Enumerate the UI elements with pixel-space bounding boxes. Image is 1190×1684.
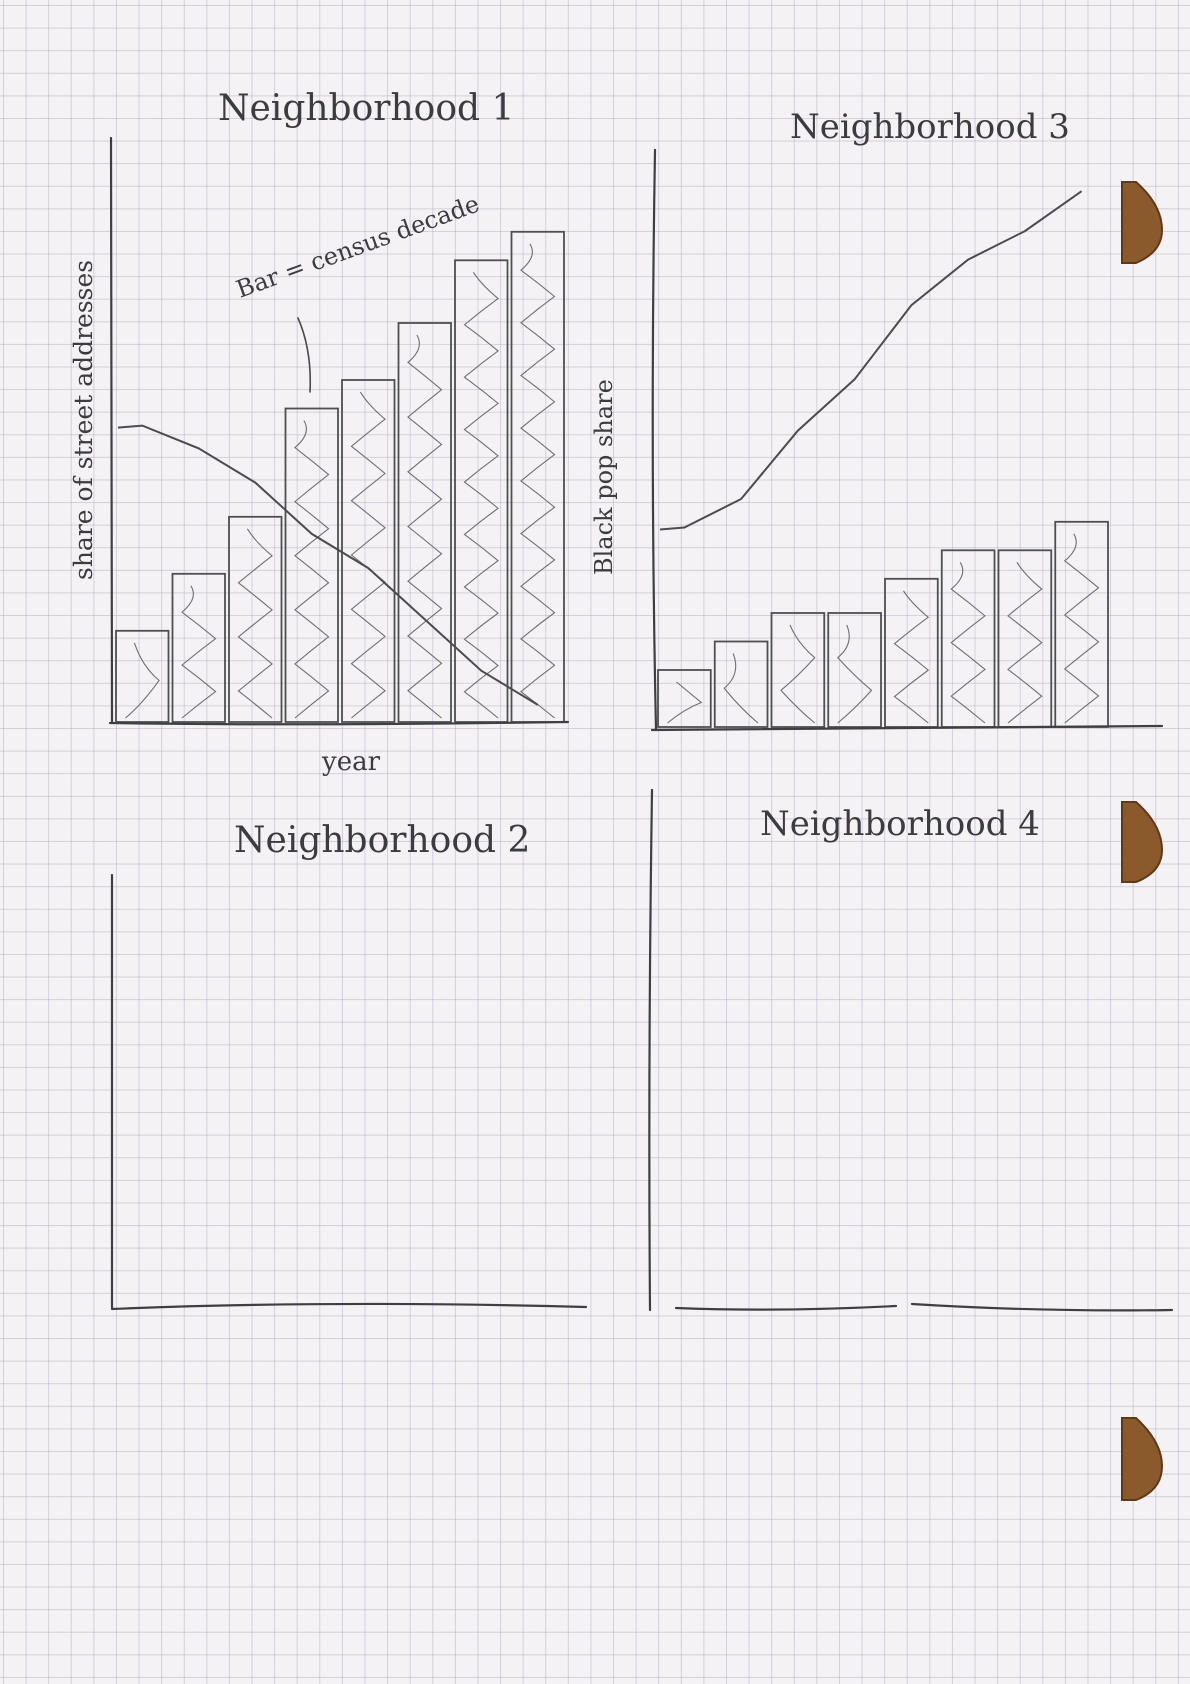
chart-title: Neighborhood 4 [760, 804, 1040, 844]
bar-hatch [723, 653, 759, 724]
bar-hatch [1007, 562, 1043, 724]
chart-neighborhood-3: Neighborhood 3 [650, 107, 1164, 732]
secondary-axis-label: Black pop share [590, 379, 618, 575]
y-axis-label: share of street addresses [69, 260, 98, 580]
bar-hatch [294, 420, 330, 719]
binder-tab-icon [1121, 1417, 1164, 1501]
x-axis [650, 724, 1164, 732]
y-axis [651, 148, 658, 732]
annotation-leader [297, 317, 312, 393]
bar-group [657, 520, 1109, 728]
bar [713, 640, 769, 728]
bar-hatch [1063, 533, 1100, 724]
x-axis [108, 720, 570, 726]
x-axis-label: year [321, 747, 381, 777]
binder-tab-icon [1121, 801, 1164, 883]
bar [284, 407, 339, 723]
x-axis [674, 1304, 898, 1311]
bar-hatch [950, 562, 986, 724]
bar-hatch [667, 681, 703, 724]
bar [510, 230, 565, 723]
bar [884, 577, 939, 728]
chart-neighborhood-4: Neighborhood 4 [648, 788, 1174, 1312]
chart-title: Neighborhood 3 [790, 107, 1070, 147]
bar-hatch [125, 642, 160, 719]
chart-neighborhood-2: Neighborhood 2 [110, 820, 588, 1311]
bar [171, 572, 226, 723]
bar-hatch [237, 528, 273, 719]
bar [827, 612, 882, 728]
bar [341, 379, 396, 723]
bar [770, 612, 826, 728]
bar-hatch [780, 624, 816, 724]
bar-hatch [463, 272, 499, 719]
bar [1054, 520, 1109, 728]
bar-hatch [407, 334, 443, 719]
y-axis [648, 788, 654, 1312]
bar-hatch [520, 243, 556, 719]
bar-group [115, 230, 565, 723]
series-line [117, 424, 539, 706]
chart-neighborhood-1: Neighborhood 1 share of street addresses… [69, 88, 618, 777]
chart-title: Neighborhood 1 [218, 88, 514, 129]
y-axis [109, 136, 114, 724]
bar-hatch [893, 590, 930, 724]
bar-hatch [836, 624, 873, 724]
x-axis [110, 1302, 588, 1311]
bar [228, 515, 283, 723]
annotation: Bar = census decade [232, 190, 483, 304]
x-axis [910, 1302, 1174, 1312]
chart-title: Neighborhood 2 [234, 820, 530, 861]
bar [997, 549, 1053, 728]
bar-hatch [350, 391, 386, 719]
bar-hatch [181, 585, 217, 719]
series-line [659, 190, 1083, 531]
bar [940, 549, 996, 728]
bar [115, 629, 170, 723]
bar [397, 322, 452, 723]
binder-tab-icon [1121, 181, 1164, 264]
bar [657, 669, 712, 728]
